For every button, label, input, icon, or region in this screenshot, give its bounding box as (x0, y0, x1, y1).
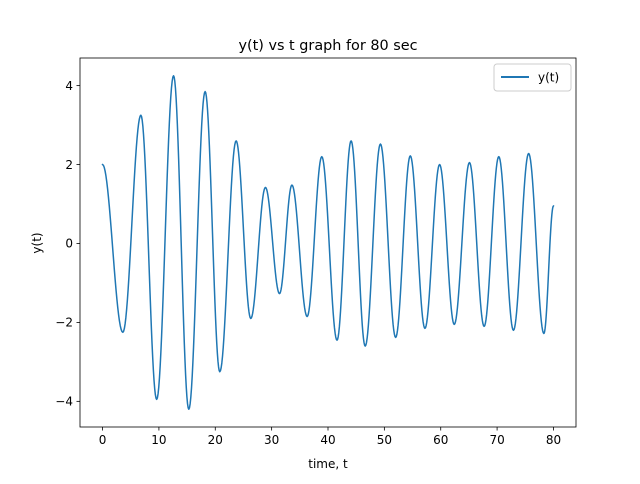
y-tick-label: 4 (65, 79, 73, 93)
x-tick-label: 20 (208, 433, 223, 447)
axes-background (80, 58, 576, 427)
plot-area (79, 57, 577, 428)
y-tick-label: 2 (65, 158, 73, 172)
y-tick-label: −2 (55, 316, 73, 330)
series-layer (101, 75, 555, 410)
legend-box (493, 63, 572, 92)
y-axis-ticks: −4 −2 0 2 4 (55, 79, 80, 409)
x-axis-ticks: 0 10 20 30 40 50 60 70 80 (99, 427, 561, 447)
x-tick-label: 40 (320, 433, 335, 447)
x-tick-label: 0 (99, 433, 107, 447)
legend-label-y: y(t) (538, 71, 559, 85)
x-tick-label: 80 (546, 433, 561, 447)
x-tick-label: 10 (151, 433, 166, 447)
y-axis-label: y(t) (30, 232, 44, 253)
x-tick-label: 50 (377, 433, 392, 447)
chart-title: y(t) vs t graph for 80 sec (239, 38, 418, 54)
series-line-y (101, 75, 555, 410)
x-tick-label: 30 (264, 433, 279, 447)
x-tick-label: 70 (489, 433, 504, 447)
x-axis-label: time, t (308, 457, 348, 471)
y-tick-label: −4 (55, 395, 73, 409)
x-tick-label: 60 (433, 433, 448, 447)
legend: y(t) (493, 63, 572, 92)
y-tick-label: 0 (65, 237, 73, 251)
